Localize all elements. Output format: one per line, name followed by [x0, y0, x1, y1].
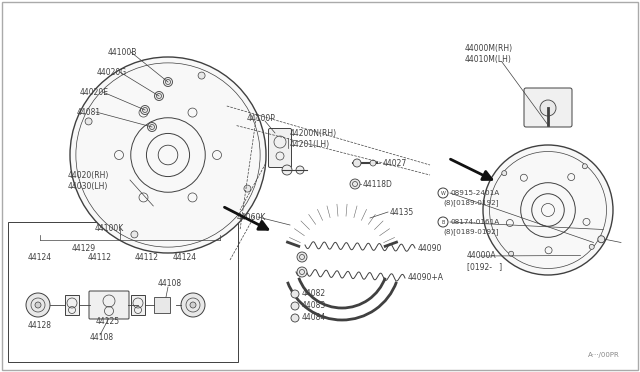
Text: 44090: 44090	[418, 244, 442, 253]
Text: 44084: 44084	[302, 314, 326, 323]
Text: (8)[0189-0192]: (8)[0189-0192]	[443, 229, 499, 235]
Circle shape	[190, 302, 196, 308]
Circle shape	[147, 122, 157, 131]
Text: 44060K: 44060K	[237, 212, 266, 221]
Text: 44124: 44124	[28, 253, 52, 263]
Circle shape	[291, 302, 299, 310]
Circle shape	[141, 106, 150, 115]
Circle shape	[131, 231, 138, 238]
Circle shape	[291, 290, 299, 298]
Circle shape	[163, 77, 173, 87]
Circle shape	[297, 267, 307, 277]
Text: 44125: 44125	[96, 317, 120, 327]
Circle shape	[154, 92, 163, 100]
Text: 44108: 44108	[158, 279, 182, 288]
Circle shape	[502, 171, 507, 176]
Text: 44118D: 44118D	[363, 180, 393, 189]
Text: 44000M(RH): 44000M(RH)	[465, 44, 513, 52]
Text: [0192-   ]: [0192- ]	[467, 263, 502, 272]
Text: 44000A: 44000A	[467, 251, 497, 260]
Bar	[8, 222, 238, 362]
Circle shape	[181, 293, 205, 317]
Text: 44108: 44108	[90, 334, 114, 343]
Bar	[131, 295, 145, 315]
Circle shape	[598, 236, 605, 243]
Text: A···/00PR: A···/00PR	[588, 352, 620, 358]
FancyBboxPatch shape	[269, 128, 291, 167]
Circle shape	[370, 160, 376, 166]
Bar	[154, 297, 170, 313]
Text: 44100B: 44100B	[108, 48, 138, 57]
Circle shape	[85, 118, 92, 125]
Circle shape	[198, 72, 205, 79]
FancyBboxPatch shape	[524, 88, 572, 127]
Text: 44128: 44128	[28, 321, 52, 330]
Text: 44112: 44112	[135, 253, 159, 263]
Circle shape	[291, 314, 299, 322]
FancyBboxPatch shape	[89, 291, 129, 319]
Circle shape	[35, 302, 41, 308]
Text: 08915-2401A: 08915-2401A	[451, 190, 500, 196]
Circle shape	[70, 57, 266, 253]
Text: 44100K: 44100K	[95, 224, 124, 232]
Text: B: B	[442, 219, 445, 224]
Text: 44010M(LH): 44010M(LH)	[465, 55, 512, 64]
Circle shape	[589, 244, 595, 249]
Text: 44201(LH): 44201(LH)	[290, 140, 330, 148]
Text: 44124: 44124	[173, 253, 197, 263]
Circle shape	[540, 100, 556, 116]
Text: 44112: 44112	[88, 253, 112, 263]
Text: 08174-0161A: 08174-0161A	[451, 219, 500, 225]
Text: 44082: 44082	[302, 289, 326, 298]
Circle shape	[26, 293, 50, 317]
Circle shape	[350, 179, 360, 189]
Circle shape	[296, 166, 304, 174]
Bar	[65, 295, 79, 315]
Text: W: W	[440, 190, 445, 196]
Text: 44090+A: 44090+A	[408, 273, 444, 282]
Circle shape	[483, 145, 613, 275]
Circle shape	[582, 164, 588, 169]
Text: (8)[0189-0192]: (8)[0189-0192]	[443, 200, 499, 206]
Circle shape	[282, 165, 292, 175]
Text: 44020E: 44020E	[80, 87, 109, 96]
Text: 44200N(RH): 44200N(RH)	[290, 128, 337, 138]
Circle shape	[509, 251, 514, 256]
Text: 44083: 44083	[302, 301, 326, 311]
Circle shape	[244, 185, 251, 192]
Circle shape	[353, 159, 361, 167]
Text: 44020G: 44020G	[97, 67, 127, 77]
Text: 44129: 44129	[72, 244, 96, 253]
Text: 44135: 44135	[390, 208, 414, 217]
Text: 44027: 44027	[383, 158, 407, 167]
Text: 44030(LH): 44030(LH)	[68, 182, 108, 190]
Text: 44100P: 44100P	[247, 113, 276, 122]
Circle shape	[297, 252, 307, 262]
Text: 44020(RH): 44020(RH)	[68, 170, 109, 180]
Text: 44081: 44081	[77, 108, 101, 116]
